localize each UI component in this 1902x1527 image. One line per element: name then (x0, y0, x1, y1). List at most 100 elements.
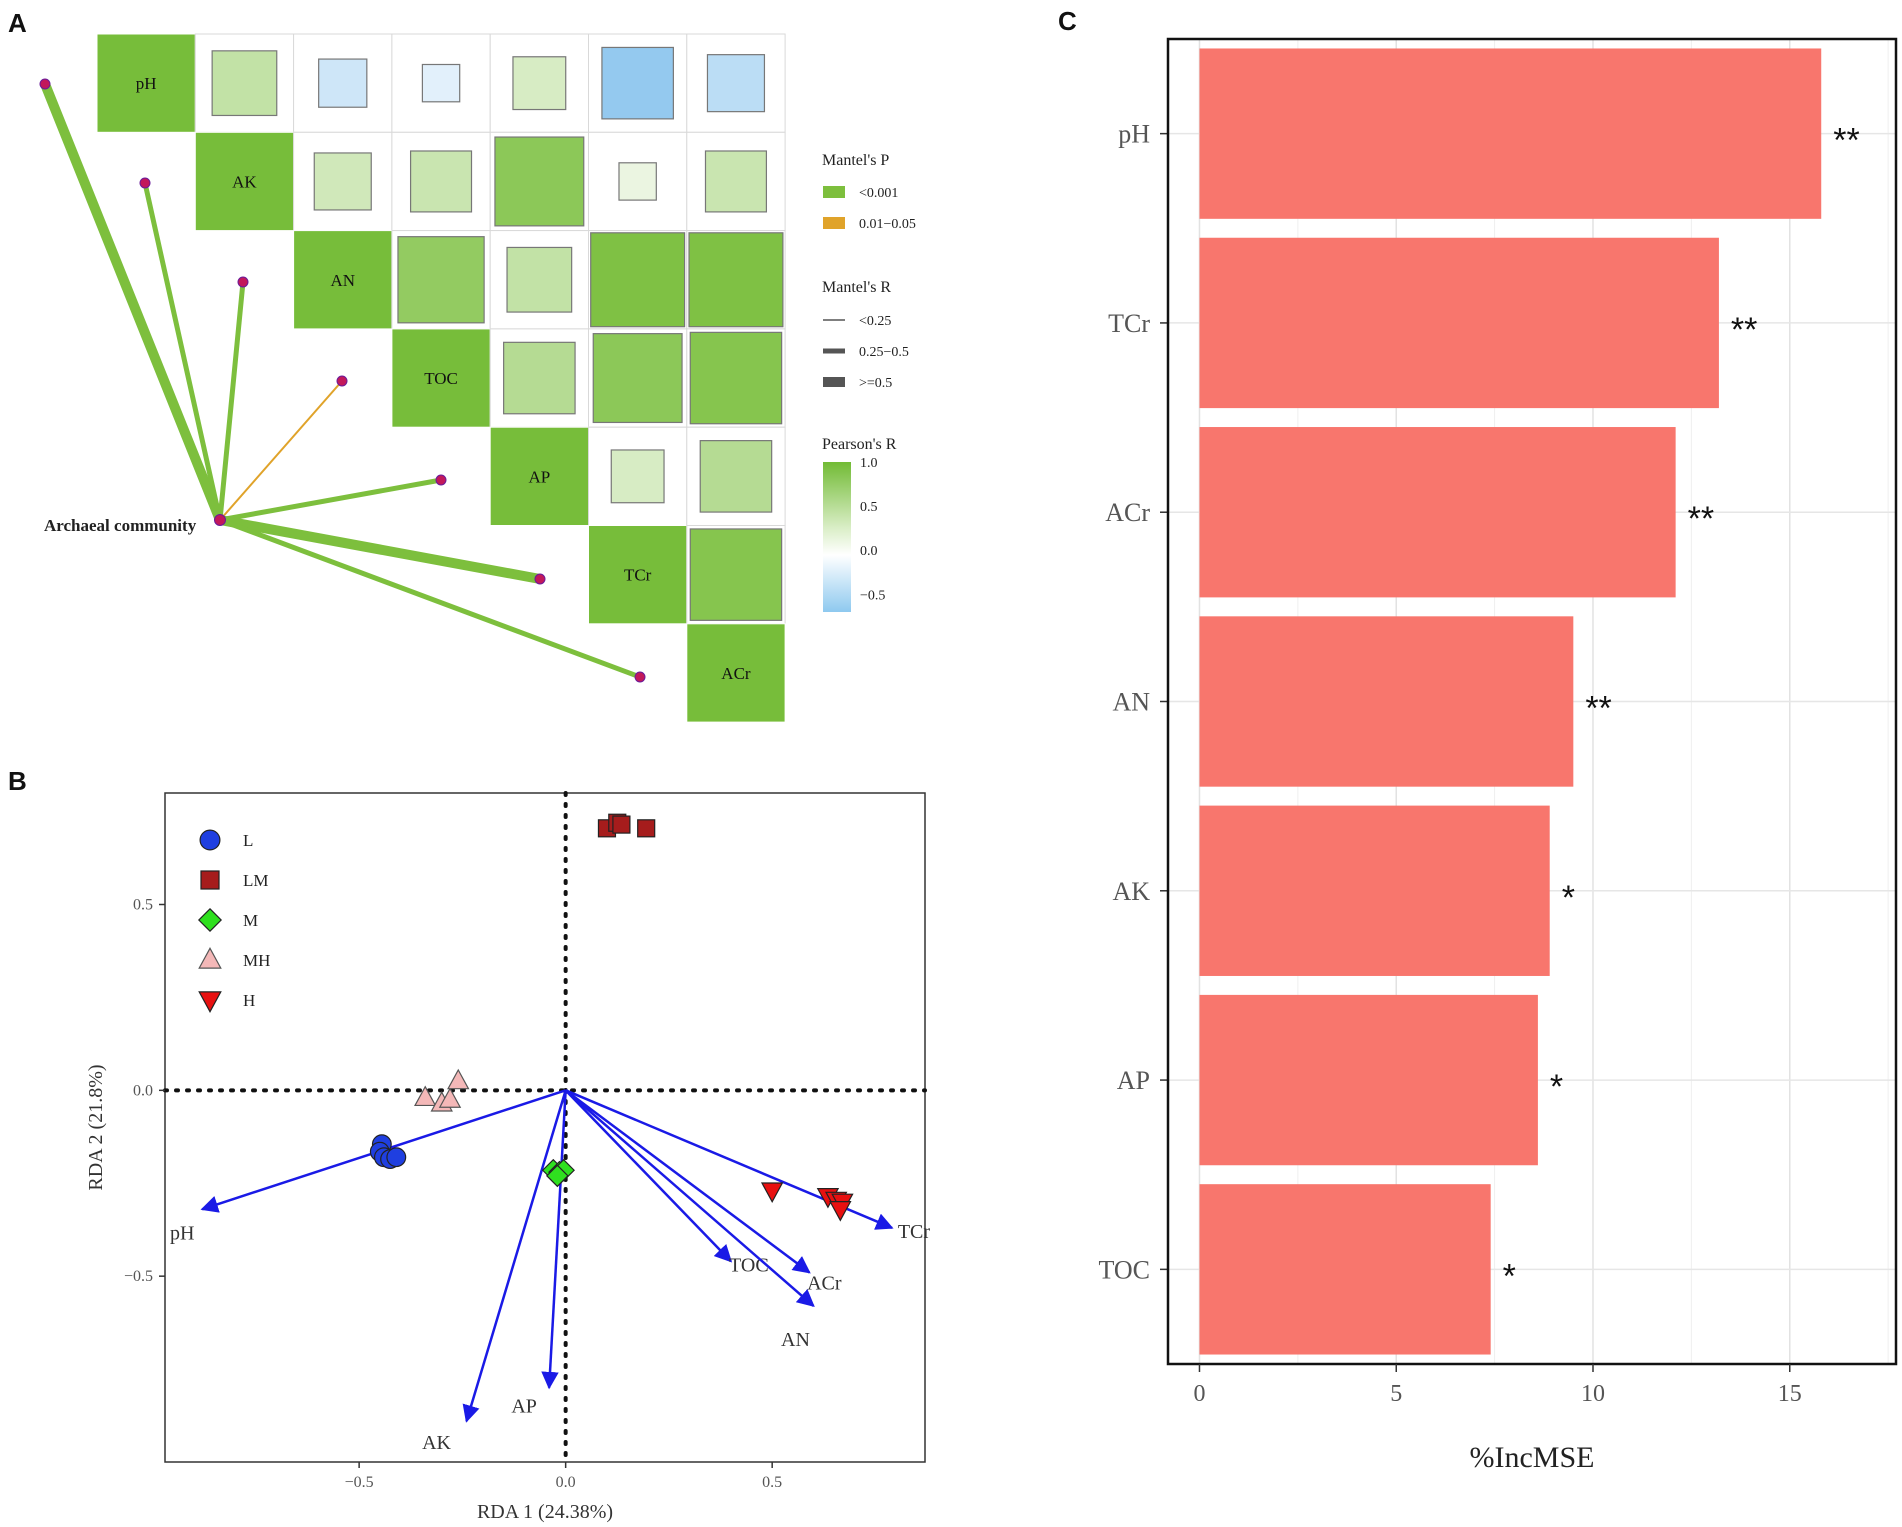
point-m-3 (546, 1164, 569, 1188)
x-tick-label-0: −0.5 (345, 1474, 374, 1491)
mantel-node-ph (39, 78, 51, 90)
point-mh-2 (438, 1087, 462, 1108)
corr-square-ph-acr (706, 54, 766, 113)
pearson-colorbar (823, 462, 851, 612)
pearson-tick-0: 1.0 (860, 456, 878, 471)
x-axis-title-c: %IncMSE (1470, 1441, 1595, 1474)
corr-square-ph-toc (421, 63, 461, 103)
pearson-tick-2: 0.0 (860, 544, 878, 559)
legend-mantel-p-swatch-0 (823, 186, 845, 198)
env-vector-label-an: AN (781, 1329, 810, 1351)
legend-marker-m (197, 907, 223, 933)
y-tick-label-0: −0.5 (124, 1268, 153, 1285)
env-vector-label-acr: ACr (807, 1272, 842, 1294)
bar-toc (1199, 1184, 1491, 1355)
corr-square-toc-acr (689, 331, 783, 425)
legend-label-l: L (243, 831, 253, 850)
env-vector-acr (564, 1089, 811, 1274)
corr-square-an-tcr (590, 232, 686, 328)
point-lm-2 (612, 815, 631, 834)
corr-square-an-ap (506, 246, 573, 313)
point-lm-3 (637, 819, 656, 838)
corr-square-ph-tcr (601, 46, 674, 120)
bar-plot-frame (1166, 37, 1898, 1366)
env-vector-an (564, 1089, 815, 1308)
corr-square-an-acr (688, 232, 784, 328)
point-h-4 (829, 1201, 852, 1222)
mantel-link-ph (40, 79, 225, 525)
x-tick-label-1: 0.0 (556, 1474, 576, 1491)
corr-square-ph-ap (512, 56, 567, 111)
legend-marker-l (199, 829, 221, 851)
variable-label-acr: ACr (721, 664, 751, 683)
panel-b-rda-plot: −0.5 0.0 0.5 −0.5 0.0 0.5 RDA 1 (24.38%) RDA 2 … (85, 791, 930, 1523)
corr-square-toc-tcr (592, 333, 683, 424)
legend-pearson-title: Pearson's R (822, 436, 897, 453)
mantel-source-node (214, 514, 226, 526)
diag-cell-acr (686, 623, 786, 723)
env-vector-label-toc: TOC (729, 1254, 769, 1276)
legend-marker-lm (200, 870, 220, 890)
corr-square-toc-ap (503, 341, 576, 415)
corr-square-an-toc (397, 236, 485, 324)
corr-square-ak-toc (409, 150, 473, 213)
y-category-label-ak: AK (1112, 877, 1150, 906)
env-vector-label-ap: AP (511, 1396, 537, 1418)
pearson-tick-1: 0.5 (860, 500, 878, 515)
variable-label-an: AN (330, 271, 355, 290)
bar-ap (1199, 994, 1538, 1166)
diag-cell-ak (194, 131, 295, 232)
mantel-link-ak (142, 180, 223, 523)
correlation-grid: pH AK AN TOC AP TCr ACr (96, 33, 786, 723)
env-vector-ak (462, 1089, 567, 1423)
corr-square-ak-tcr (618, 162, 657, 201)
significance-ap: * (1550, 1068, 1563, 1106)
legend-mantel-p-label-1: 0.01−0.05 (859, 217, 916, 232)
legend-label-h: H (243, 991, 255, 1010)
legend-label-lm: LM (243, 871, 269, 890)
bar-tcr (1199, 237, 1719, 409)
x-tick-label-2: 0.5 (762, 1474, 782, 1491)
y-tick-label-2: 0.5 (133, 897, 153, 914)
variable-label-tcr: TCr (624, 566, 652, 585)
mantel-link-toc (219, 380, 343, 521)
corr-square-ak-ap (494, 136, 585, 227)
mantel-links: Archaeal community (39, 78, 646, 683)
point-mh-3 (447, 1068, 470, 1090)
significance-ph: ** (1833, 122, 1859, 160)
legend-mantel-r-label-0: <0.25 (859, 314, 891, 329)
legend-mantel-p-label-0: <0.001 (859, 186, 898, 201)
env-vector-label-ph: pH (170, 1222, 194, 1244)
variable-label-toc: TOC (424, 369, 458, 388)
panel-c-bar-chart: ** pH ** TCr ** ACr ** AN * AK * AP * TOC 0 5 10 15 %IncMS… (1098, 37, 1898, 1474)
panel-a-legend: Mantel's P <0.001 0.01−0.05 Mantel's R <0.25… (822, 152, 916, 612)
panel-label-c: C (1058, 6, 1077, 36)
variable-label-ph: pH (136, 74, 157, 93)
corr-square-ph-an (318, 58, 368, 108)
bar-acr (1199, 427, 1676, 598)
x-tick-label-c-1: 5 (1390, 1381, 1402, 1407)
y-category-label-an: AN (1112, 688, 1150, 717)
x-tick-label-c-3: 15 (1778, 1381, 1802, 1407)
mantel-node-ak (139, 177, 151, 189)
mantel-link-tcr (215, 515, 545, 584)
corr-square-ak-an (313, 152, 372, 211)
variable-label-ap: AP (528, 467, 550, 486)
legend-label-mh: MH (243, 951, 270, 970)
env-vector-label-ak: AK (422, 1432, 451, 1454)
y-category-label-ph: pH (1118, 120, 1150, 149)
bar-ak (1199, 805, 1550, 976)
mantel-node-tcr (534, 573, 546, 585)
bar-ph (1199, 48, 1822, 219)
mantel-link-an (217, 279, 246, 523)
legend-mantel-p-swatch-1 (823, 217, 845, 229)
legend-mantel-r-label-2: >=0.5 (859, 376, 892, 391)
pearson-tick-3: −0.5 (860, 588, 885, 603)
point-mh-0 (414, 1085, 437, 1107)
panel-label-b: B (8, 766, 27, 796)
point-l-4 (386, 1147, 407, 1168)
env-vector-toc (564, 1089, 733, 1263)
panel-label-a: A (8, 8, 27, 38)
corr-square-ph-ak (211, 50, 278, 117)
mantel-node-ap (435, 474, 447, 486)
